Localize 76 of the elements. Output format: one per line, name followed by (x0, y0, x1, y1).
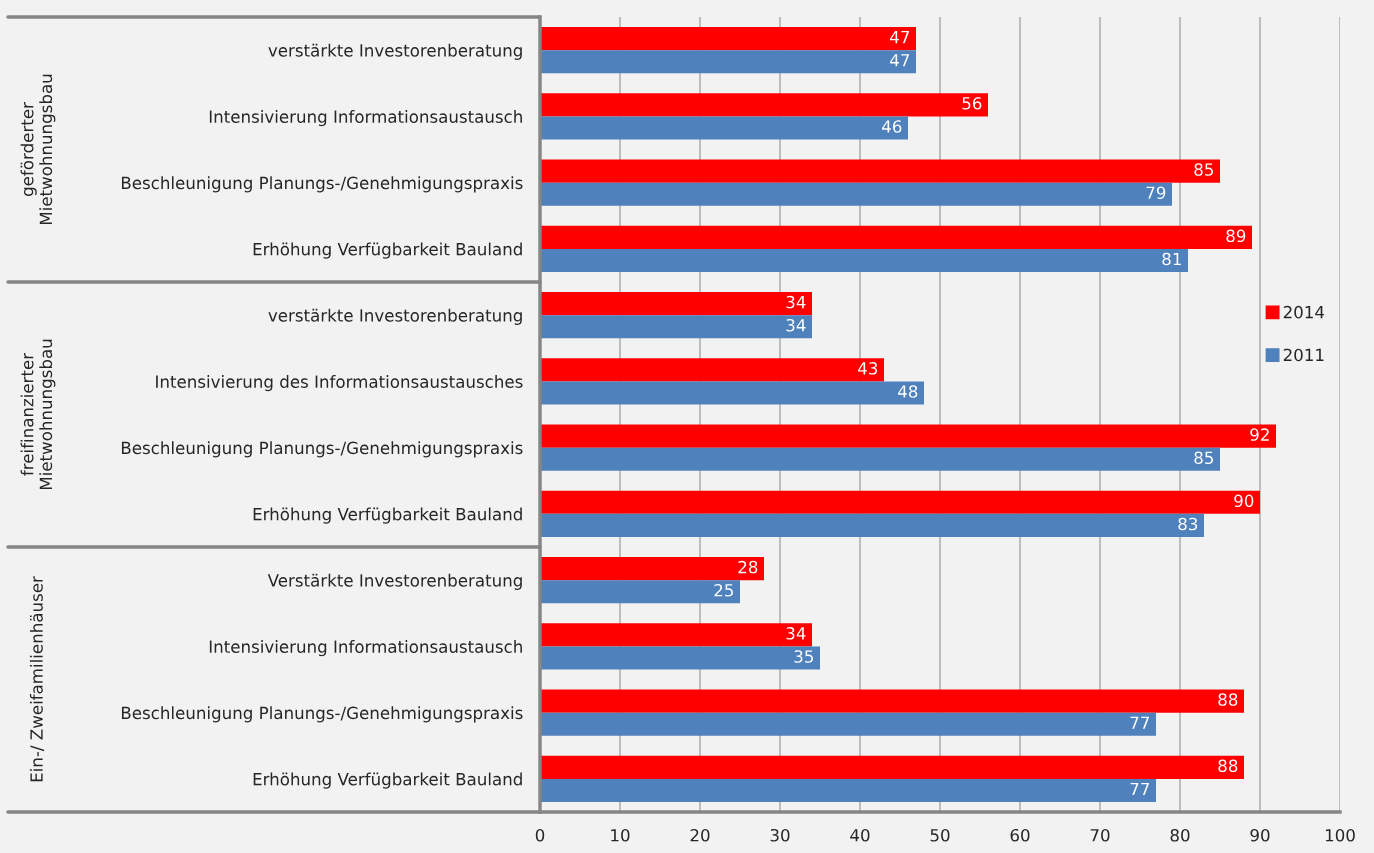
data-label: 56 (962, 97, 982, 110)
text: Ein-/ Zweifamilienhäuser (29, 576, 45, 782)
data-label: 34 (786, 318, 806, 332)
x-tick-label: 60 (1010, 828, 1030, 842)
bar (540, 291, 812, 316)
y-tick-label: Verstärkte Investorenberatung (267, 573, 522, 590)
data-label: 43 (858, 362, 878, 375)
x-tick-label: 100 (1325, 828, 1355, 842)
data-label: 81 (1162, 252, 1181, 266)
legend-label: 2011 (1283, 348, 1324, 362)
y-tick-label: Intensivierung Informationsaustausch (209, 640, 522, 657)
data-label: 34 (786, 295, 806, 309)
text: freifinanzierter Mietwohnungsbau (20, 339, 56, 490)
bar (540, 225, 1252, 249)
data-label: 83 (1178, 517, 1198, 531)
data-label: 48 (898, 385, 918, 398)
bar (540, 778, 1156, 803)
bar (540, 159, 1220, 183)
bar (540, 712, 1156, 736)
data-label: 47 (890, 54, 910, 67)
data-label: 77 (1130, 716, 1150, 729)
bar (540, 116, 908, 140)
data-label: 89 (1226, 229, 1246, 243)
bar (540, 556, 764, 581)
y-tick-label: Erhöhung Verfügbarkeit Bauland (253, 242, 522, 259)
y-tick-label: Beschleunigung Planungs-/Genehmigungspraxis (121, 706, 523, 723)
x-tick-label: 30 (770, 828, 790, 842)
data-label: 88 (1218, 759, 1238, 773)
x-tick-label: 90 (1250, 828, 1270, 842)
data-label: 90 (1234, 494, 1254, 508)
data-label: 34 (786, 627, 806, 640)
bar (540, 182, 1172, 206)
y-tick-label: verstärkte Investorenberatung (268, 43, 522, 60)
x-tick-label: 20 (690, 828, 710, 842)
x-tick-label: 50 (930, 828, 950, 842)
bar (540, 424, 1276, 448)
data-label: 35 (794, 650, 813, 663)
x-tick-label: 70 (1090, 828, 1110, 842)
data-label: 28 (738, 560, 758, 574)
data-label: 92 (1250, 428, 1269, 441)
bar (540, 623, 812, 647)
data-label: 88 (1218, 693, 1238, 706)
y-tick-label: verstärkte Investorenberatung (268, 308, 522, 325)
data-label: 85 (1194, 163, 1213, 176)
y-tick-label: Beschleunigung Planungs-/Genehmigungspraxis (121, 176, 523, 193)
bar (540, 513, 1204, 538)
bar (540, 755, 1244, 779)
bar (540, 580, 740, 604)
data-label: 79 (1146, 186, 1166, 200)
y-tick-label: Erhöhung Verfügbarkeit Bauland (253, 507, 522, 524)
data-label: 85 (1194, 451, 1213, 465)
legend-label: 2014 (1283, 305, 1325, 319)
y-tick-label: Beschleunigung Planungs-/Genehmigungspraxis (121, 441, 523, 458)
x-tick-label: 40 (850, 828, 870, 842)
y-tick-label: Intensivierung des Informationsaustausches (156, 375, 523, 392)
data-label: 25 (714, 583, 733, 597)
y-tick-label: Erhöhung Verfügbarkeit Bauland (253, 772, 522, 789)
data-label: 77 (1130, 782, 1150, 796)
bar (540, 358, 884, 382)
text: geförderter Mietwohnungsbau (20, 74, 56, 225)
bar (540, 689, 1244, 713)
bar (540, 248, 1188, 273)
bar (540, 447, 1220, 471)
x-tick-label: 10 (611, 828, 630, 842)
data-label: 46 (882, 120, 902, 133)
x-tick-label: 80 (1170, 828, 1190, 842)
bar (540, 381, 924, 405)
bar (540, 93, 988, 117)
bar (540, 26, 916, 51)
bar (540, 315, 812, 339)
bar (540, 50, 916, 74)
bar (540, 490, 1260, 514)
bar (540, 646, 820, 670)
data-label: 47 (890, 30, 910, 44)
y-tick-label: Intensivierung Informationsaustausch (209, 110, 522, 127)
x-tick-label: 0 (535, 828, 545, 842)
